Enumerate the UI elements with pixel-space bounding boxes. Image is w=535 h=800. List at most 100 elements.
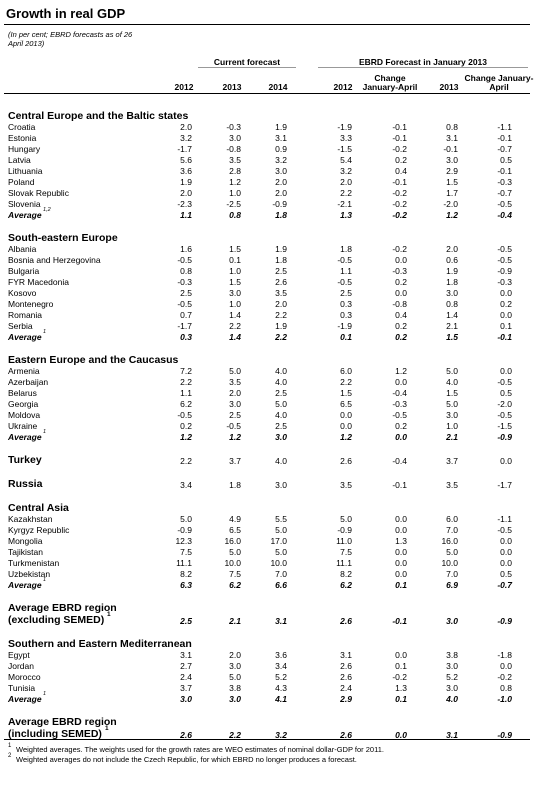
cell-value: 3.5 — [275, 288, 287, 298]
cell-value: 1.6 — [180, 244, 192, 254]
cell-value: 1.9 — [180, 177, 192, 187]
cell-value: 6.9 — [446, 580, 458, 590]
cell-value: 0.8 — [500, 683, 512, 693]
cell-value: 0.0 — [395, 432, 407, 442]
cell-value: 2.0 — [180, 188, 192, 198]
cell-value: 0.2 — [500, 299, 512, 309]
cell-value: 2.5 — [275, 388, 287, 398]
cell-value: 2.6 — [340, 672, 352, 682]
cell-value: 1.0 — [229, 266, 241, 276]
cell-value: 2.2 — [229, 321, 241, 331]
cell-value: -0.2 — [497, 672, 512, 682]
cell-value: -2.0 — [497, 399, 512, 409]
footnote-ref: 1 — [43, 329, 47, 335]
cell-value: 3.1 — [275, 616, 287, 626]
cell-value: -0.5 — [497, 255, 512, 265]
cell-value: 3.4 — [180, 480, 192, 490]
cell-value: 1.1 — [180, 210, 192, 220]
cell-value: 0.0 — [500, 288, 512, 298]
row-label: Tajikistan — [8, 547, 43, 557]
cell-value: 5.0 — [180, 514, 192, 524]
cell-value: 2.6 — [180, 730, 192, 740]
cell-value: 1.0 — [229, 188, 241, 198]
cell-value: 0.0 — [340, 410, 352, 420]
title-rule — [4, 24, 530, 25]
column-header: 2013 — [222, 82, 242, 92]
cell-value: -0.7 — [497, 580, 512, 590]
cell-value: 2.1 — [229, 616, 241, 626]
cell-value: -1.0 — [497, 694, 512, 704]
cell-value: 0.0 — [395, 730, 407, 740]
row-label: Kazakhstan — [8, 514, 53, 524]
cell-value: -0.4 — [392, 388, 407, 398]
row-label: Belarus — [8, 388, 37, 398]
cell-value: 8.2 — [180, 569, 192, 579]
row-label: Bosnia and Herzegovina — [8, 255, 101, 265]
row-label: Hungary — [8, 144, 41, 154]
section-title: (excluding SEMED) — [8, 614, 105, 626]
cell-value: 5.2 — [275, 672, 287, 682]
cell-value: 6.5 — [229, 525, 241, 535]
row-label: Morocco — [8, 672, 41, 682]
cell-value: 2.2 — [180, 377, 192, 387]
cell-value: 0.0 — [395, 255, 407, 265]
cell-value: 1.3 — [340, 210, 352, 220]
cell-value: -0.5 — [226, 421, 241, 431]
cell-value: -1.7 — [497, 480, 512, 490]
cell-value: -1.5 — [337, 144, 352, 154]
cell-value: 0.1 — [340, 332, 352, 342]
cell-value: 1.8 — [340, 244, 352, 254]
cell-value: 0.1 — [395, 694, 407, 704]
cell-value: -0.3 — [497, 177, 512, 187]
cell-value: 1.2 — [180, 432, 192, 442]
cell-value: -0.9 — [177, 525, 192, 535]
cell-value: 0.1 — [500, 321, 512, 331]
cell-value: 4.0 — [446, 694, 458, 704]
cell-value: 5.0 — [446, 399, 458, 409]
group-rule — [318, 67, 528, 68]
cell-value: 3.1 — [446, 730, 458, 740]
column-header: 2012 — [174, 82, 194, 92]
cell-value: 7.0 — [446, 569, 458, 579]
cell-value: -0.8 — [226, 144, 241, 154]
cell-value: -0.1 — [392, 133, 407, 143]
row-label: Poland — [8, 177, 35, 187]
section-title: Average EBRD region — [8, 716, 117, 728]
average-label: Average — [8, 210, 42, 220]
cell-value: 4.0 — [275, 366, 287, 376]
row-label: Lithuania — [8, 166, 43, 176]
row-label: Slovak Republic — [8, 188, 69, 198]
cell-value: 1.8 — [275, 210, 287, 220]
cell-value: 4.0 — [446, 377, 458, 387]
cell-value: -0.5 — [177, 255, 192, 265]
cell-value: 7.0 — [275, 569, 287, 579]
cell-value: -1.1 — [497, 514, 512, 524]
cell-value: 1.4 — [446, 310, 458, 320]
cell-value: 3.8 — [229, 683, 241, 693]
cell-value: -1.8 — [497, 650, 512, 660]
footnote-ref: 1 — [43, 429, 47, 435]
cell-value: 2.0 — [275, 299, 287, 309]
footnote-ref: 1,2 — [43, 207, 51, 213]
cell-value: 4.3 — [275, 683, 287, 693]
cell-value: -0.7 — [497, 144, 512, 154]
column-header: April — [489, 82, 509, 92]
footer-rule — [4, 739, 530, 740]
cell-value: 5.0 — [446, 366, 458, 376]
cell-value: 2.0 — [446, 244, 458, 254]
cell-value: 6.2 — [180, 399, 192, 409]
section-title: (including SEMED) — [8, 728, 102, 740]
cell-value: -0.3 — [177, 277, 192, 287]
cell-value: 5.0 — [275, 525, 287, 535]
cell-value: 0.4 — [395, 166, 407, 176]
group-rule — [198, 67, 296, 68]
cell-value: 7.5 — [340, 547, 352, 557]
cell-value: 3.1 — [275, 133, 287, 143]
cell-value: 7.0 — [446, 525, 458, 535]
cell-value: -0.4 — [392, 456, 407, 466]
cell-value: -0.1 — [443, 144, 458, 154]
cell-value: 3.1 — [180, 650, 192, 660]
cell-value: -1.1 — [497, 122, 512, 132]
cell-value: 5.2 — [446, 672, 458, 682]
cell-value: 5.5 — [275, 514, 287, 524]
